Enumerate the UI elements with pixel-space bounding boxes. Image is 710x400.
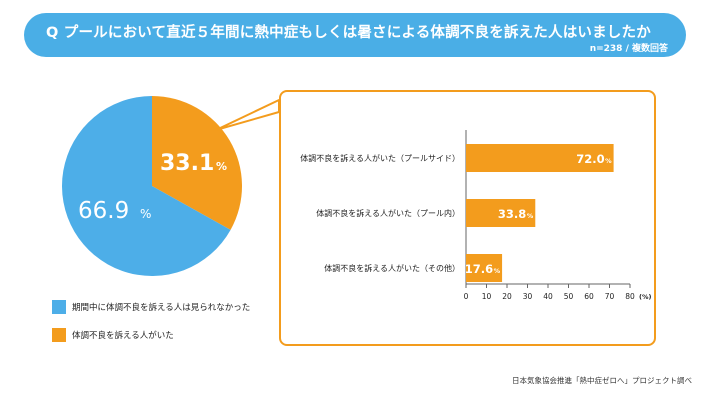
- sample-size-note: n=238 / 複数回答: [589, 44, 668, 54]
- bar-value-label: 72.0: [576, 152, 604, 166]
- bar-value-label: 33.8: [498, 207, 526, 221]
- source-note: 日本気象協会推進「熱中症ゼロへ」プロジェクト調べ: [512, 376, 692, 385]
- bar-value-label: 17.6: [465, 262, 493, 276]
- bar: [466, 199, 536, 227]
- pie-label-no-illness: 66.9: [78, 198, 129, 224]
- pie-unit-illness: %: [216, 160, 227, 173]
- x-tick-label: 0: [464, 292, 469, 301]
- bar-category-label: 体調不良を訴える人がいた（プールサイド）: [300, 153, 460, 163]
- bar: [466, 144, 614, 172]
- x-tick-label: 70: [605, 292, 615, 301]
- x-tick-label: 20: [502, 292, 512, 301]
- x-tick-label: 10: [482, 292, 492, 301]
- x-tick-label: 40: [543, 292, 553, 301]
- bar-chart-frame: [279, 90, 656, 346]
- bar-category-label: 体調不良を訴える人がいた（その他）: [324, 263, 460, 273]
- pie-label-illness: 33.1: [160, 151, 214, 176]
- x-axis-unit: (%): [639, 293, 651, 301]
- legend-swatch-orange: [52, 328, 66, 342]
- legend-label-illness: 体調不良を訴える人がいた: [72, 331, 174, 341]
- pie-unit-no-illness: %: [140, 207, 151, 221]
- x-tick-label: 60: [584, 292, 594, 301]
- pie-slice-no-illness: [62, 96, 231, 276]
- x-tick-label: 80: [625, 292, 635, 301]
- x-tick-label: 50: [564, 292, 574, 301]
- bar: [466, 254, 503, 282]
- legend-label-no-illness: 期間中に体調不良を訴える人は見られなかった: [72, 303, 251, 313]
- bar-value-unit: %: [605, 157, 612, 165]
- x-tick-label: 30: [523, 292, 533, 301]
- bar-category-label: 体調不良を訴える人がいた（プール内）: [316, 208, 460, 218]
- legend-swatch-blue: [52, 300, 66, 314]
- bar-value-unit: %: [494, 267, 501, 275]
- bar-value-unit: %: [527, 212, 534, 220]
- title-banner: Q プールにおいて直近５年間に熱中症もしくは暑さによる体調不良を訴えた人はいまし…: [24, 13, 686, 57]
- chart-title: Q プールにおいて直近５年間に熱中症もしくは暑さによる体調不良を訴えた人はいまし…: [46, 25, 651, 41]
